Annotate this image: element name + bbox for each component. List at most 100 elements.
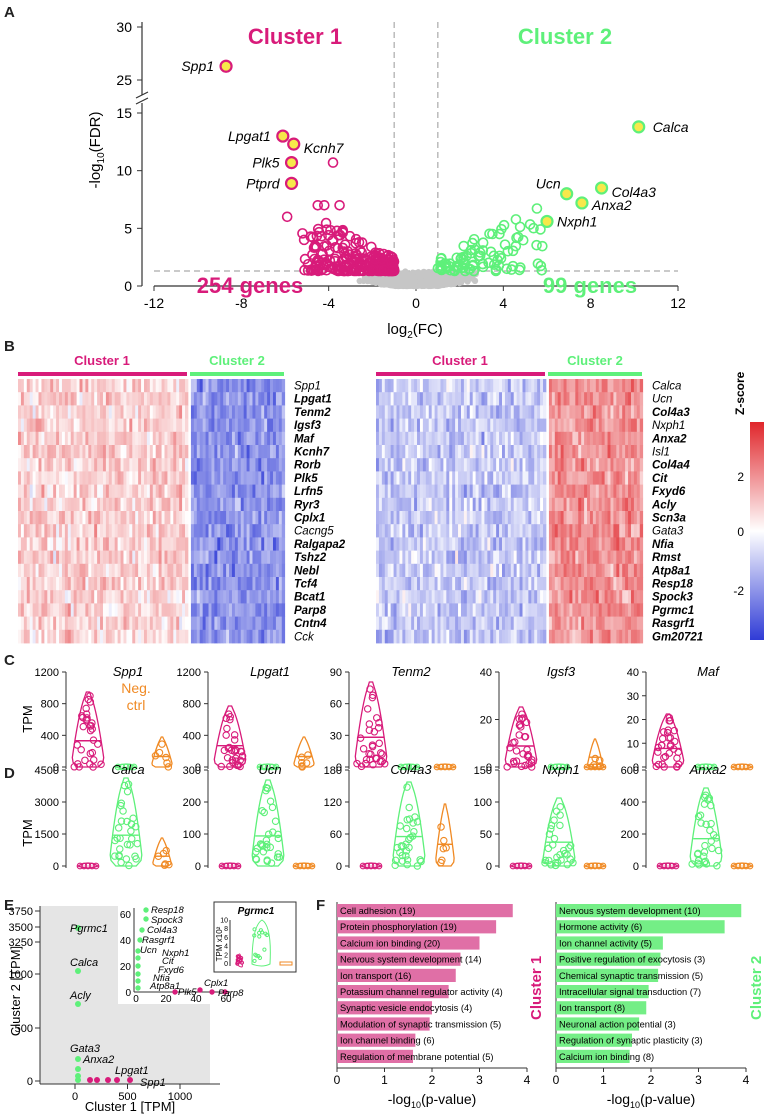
heatmap-cell [114,629,119,644]
heatmap-cell [155,524,160,538]
heatmap-cell [50,511,54,525]
heatmap-cell [272,590,277,604]
heatmap-cell [628,392,632,406]
heatmap-cell [587,497,591,512]
heatmap-cell [179,590,183,604]
heatmap-cell [499,484,503,499]
heatmap-cell [26,445,31,459]
heatmap-cell [472,497,477,512]
heatmap-cell [636,471,641,485]
volcano-cluster1-point [380,251,392,262]
heatmap-cell [272,524,277,538]
heatmap-cell [278,379,283,393]
heatmap-cell [105,603,110,617]
heatmap-cell [214,550,218,565]
heatmap-cell [44,431,48,446]
heatmap-cell [76,563,80,578]
heatmap-cell [249,603,253,617]
heatmap-cell [437,458,441,472]
heatmap-cell [111,418,116,433]
heatmap-cell [149,405,154,419]
heatmap-cell [381,431,386,446]
heatmap-cell [437,445,441,459]
heatmap-cell [636,497,641,512]
heatmap-cell [440,405,444,419]
heatmap-cell [179,511,183,525]
heatmap-cell [23,458,28,472]
heatmap-cell [630,405,635,419]
heatmap-cell [592,445,597,459]
heatmap-cell [499,524,503,538]
heatmap-cell [572,484,576,499]
heatmap-cell [190,431,195,446]
heatmap-cell [97,524,101,538]
heatmap-cell [396,590,400,604]
heatmap-cell [419,431,424,446]
heatmap-cell [610,418,614,433]
heatmap-cell [528,392,532,406]
heatmap-cell [378,577,383,591]
heatmap-cell [173,524,177,538]
heatmap-cell [513,392,518,406]
heatmap-cell [173,431,177,446]
heatmap-cell [275,405,280,419]
heatmap-cell [264,629,268,644]
heatmap-cell [607,550,611,565]
heatmap-cell [513,550,518,565]
heatmap-cell [516,563,520,578]
heatmap-cell [94,497,98,512]
heatmap-cell [543,511,547,525]
heatmap-gene-label: Kcnh7 [294,447,330,459]
heatmap-cell [478,629,482,644]
heatmap-cell [76,379,80,393]
heatmap-cell [217,563,221,578]
heatmap-cell [100,405,104,419]
heatmap-cell [411,484,415,499]
heatmap-cell [431,550,435,565]
heatmap-cell [516,537,520,551]
heatmap-cell [220,550,224,565]
heatmap-cell [108,379,113,393]
heatmap-cell [466,458,471,472]
heatmap-cell [208,590,212,604]
heatmap-cell [408,497,412,512]
heatmap-cell [378,524,383,538]
heatmap-cell [182,379,186,393]
volcano-cluster1-point [311,257,322,268]
heatmap-cell [41,418,45,433]
heatmap-cell [105,550,110,565]
heatmap-cell [449,616,453,631]
heatmap-cell [531,497,535,512]
heatmap-cell [79,603,83,617]
heatmap-cell [94,563,98,578]
heatmap-cell [384,563,389,578]
heatmap-cell [575,379,579,393]
heatmap-cell [598,511,603,525]
heatmap-cell [613,537,617,551]
heatmap-cell [59,379,63,393]
heatmap-cell [237,550,242,565]
heatmap-cell [226,629,230,644]
heatmap-cell [501,550,506,565]
heatmap-cell [622,563,626,578]
heatmap-cell [167,511,171,525]
volcano-cluster2-point [502,245,514,257]
heatmap-cell [82,458,86,472]
heatmap-cell [525,405,529,419]
heatmap-cell [443,445,447,459]
heatmap-cell [390,471,394,485]
heatmap-cell [126,431,130,446]
heatmap-cell [402,511,406,525]
heatmap-cell [73,458,77,472]
heatmap-cell [519,577,523,591]
heatmap-cell [396,563,400,578]
heatmap-cell [190,563,195,578]
heatmap-cell [29,484,34,499]
heatmap-cell [501,458,506,472]
heatmap-cell [132,563,136,578]
heatmap-cell [411,445,415,459]
volcano-cluster1-point [355,258,367,269]
heatmap-cell [587,405,591,419]
heatmap-cell [182,616,186,631]
heatmap-cell [205,550,209,565]
